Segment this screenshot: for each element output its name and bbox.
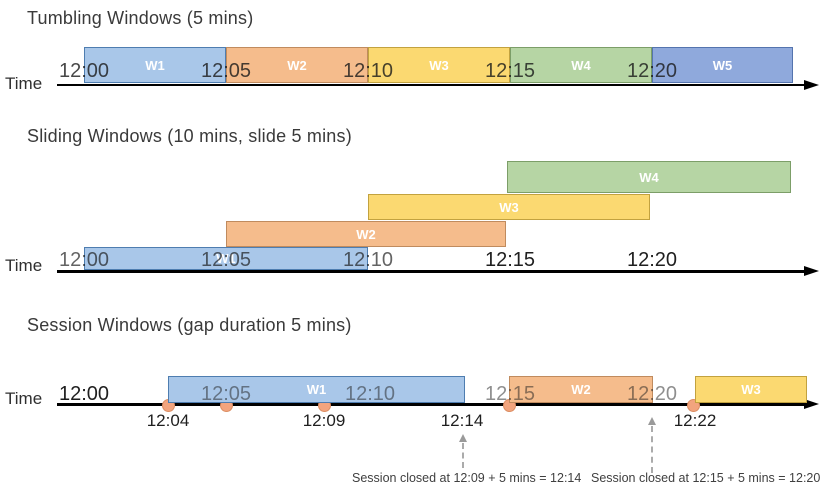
- dashed-arrow-head-icon: [458, 434, 467, 442]
- tumbling-windows-timeline: [57, 84, 805, 86]
- session-closed-caption: Session closed at 12:15 + 5 mins = 12:20: [591, 471, 821, 485]
- session-windows-timeline: [57, 403, 805, 406]
- window-label: W3: [499, 199, 519, 215]
- tick-label: 12:15: [484, 60, 536, 82]
- tick-label: 12:15: [484, 383, 536, 405]
- tick-label: 12:00: [58, 60, 110, 82]
- session-closed-caption: Session closed at 12:09 + 5 mins = 12:14: [352, 471, 582, 485]
- tick-label: 12:05: [200, 249, 252, 271]
- tick-label: 12:20: [626, 249, 678, 271]
- window-label: W2: [571, 382, 591, 397]
- window-label: W2: [287, 57, 307, 73]
- tumbling-windows-title: Tumbling Windows (5 mins): [27, 8, 254, 28]
- session-windows-window-w1: [168, 376, 465, 403]
- tick-label: 12:10: [342, 249, 394, 271]
- event-time-label: 12:14: [440, 411, 484, 430]
- sliding-windows-timeline-arrow-icon: [804, 266, 819, 276]
- sliding-windows-window-w3: [368, 194, 650, 220]
- tick-label: 12:20: [626, 60, 678, 82]
- tumbling-time-axis-label: Time: [5, 74, 43, 93]
- window-label: W3: [741, 382, 761, 397]
- window-label: W4: [571, 57, 591, 73]
- session-windows-window-w3: [695, 376, 807, 403]
- session-time-axis-label: Time: [5, 389, 43, 408]
- window-label: W1: [145, 57, 165, 73]
- event-time-label: 12:22: [673, 411, 717, 430]
- tick-label: 12:10: [344, 383, 396, 405]
- tumbling-windows-timeline-arrow-icon: [804, 79, 819, 90]
- window-label: W1: [306, 382, 327, 397]
- tumbling-windows-window-w4: [510, 47, 652, 83]
- session-windows-timeline-arrow-icon: [804, 399, 819, 409]
- tick-label: 12:20: [626, 383, 678, 405]
- dashed-arrow-line: [651, 426, 653, 473]
- window-label: W1: [216, 251, 236, 266]
- sliding-windows-window-w2: [226, 221, 506, 247]
- sliding-windows-window-w1: [84, 247, 368, 270]
- tick-label: 12:00: [58, 249, 110, 271]
- tick-label: 12:00: [58, 383, 110, 405]
- session-windows-title: Session Windows (gap duration 5 mins): [27, 315, 352, 335]
- tumbling-windows-window-w1: [84, 47, 226, 83]
- dashed-arrow-line: [462, 443, 464, 468]
- sliding-windows-title: Sliding Windows (10 mins, slide 5 mins): [27, 126, 352, 146]
- event-time-label: 12:04: [146, 411, 190, 430]
- sliding-windows-timeline: [57, 270, 805, 273]
- tumbling-windows-window-w5: [652, 47, 793, 83]
- tick-label: 12:05: [200, 383, 252, 405]
- tumbling-windows-window-w2: [226, 47, 368, 83]
- sliding-time-axis-label: Time: [5, 256, 43, 275]
- sliding-windows-window-w4: [507, 161, 791, 193]
- tumbling-windows-window-w3: [368, 47, 510, 83]
- window-label: W2: [356, 226, 376, 242]
- window-label: W5: [712, 57, 733, 73]
- dashed-arrow-head-icon: [647, 417, 656, 425]
- tick-label: 12:05: [200, 60, 252, 82]
- window-label: W3: [429, 57, 449, 73]
- session-windows-window-w2: [509, 376, 653, 403]
- event-time-label: 12:09: [302, 411, 346, 430]
- tick-label: 12:15: [484, 249, 536, 271]
- tick-label: 12:10: [342, 60, 394, 82]
- window-label: W4: [639, 169, 659, 185]
